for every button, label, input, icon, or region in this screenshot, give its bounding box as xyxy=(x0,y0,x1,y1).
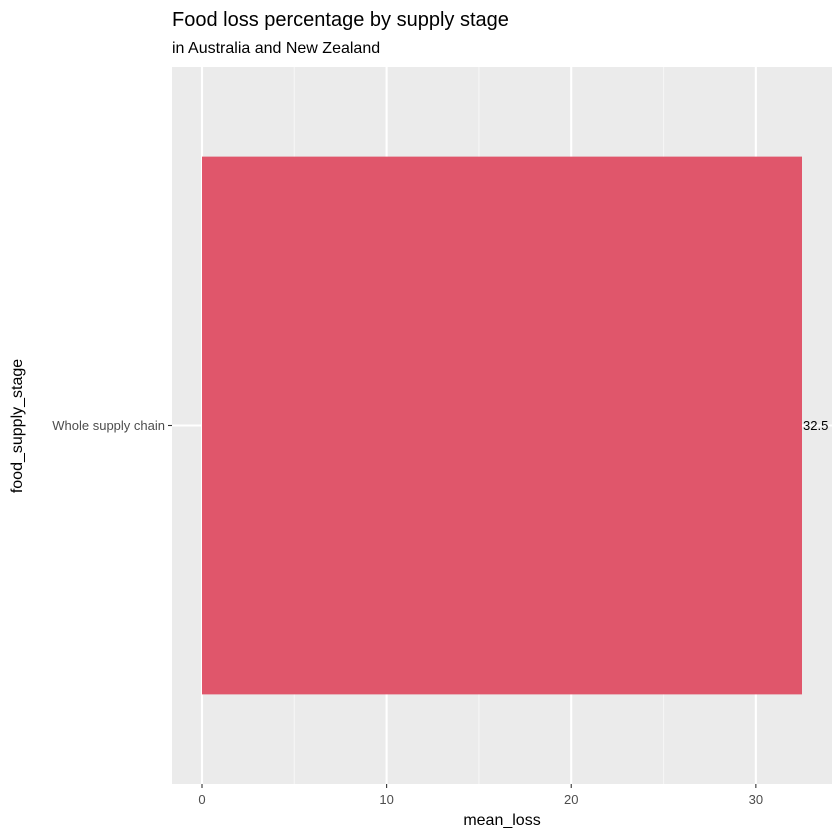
bars xyxy=(202,156,802,695)
chart-subtitle: in Australia and New Zealand xyxy=(172,40,380,57)
x-tick-label: 10 xyxy=(379,792,393,807)
y-tick-label: Whole supply chain xyxy=(52,418,165,433)
x-tick-label: 20 xyxy=(564,792,578,807)
x-tick-label: 0 xyxy=(198,792,205,807)
axes: 0 10 20 30 Whole supply chain xyxy=(52,418,763,807)
data-labels: 32.5 xyxy=(803,418,828,433)
data-label: 32.5 xyxy=(803,418,828,433)
x-axis-title: mean_loss xyxy=(463,812,540,829)
chart-title: Food loss percentage by supply stage xyxy=(172,9,509,31)
y-axis-title: food_supply_stage xyxy=(9,359,26,493)
bar xyxy=(202,156,802,695)
x-tick-label: 30 xyxy=(749,792,763,807)
